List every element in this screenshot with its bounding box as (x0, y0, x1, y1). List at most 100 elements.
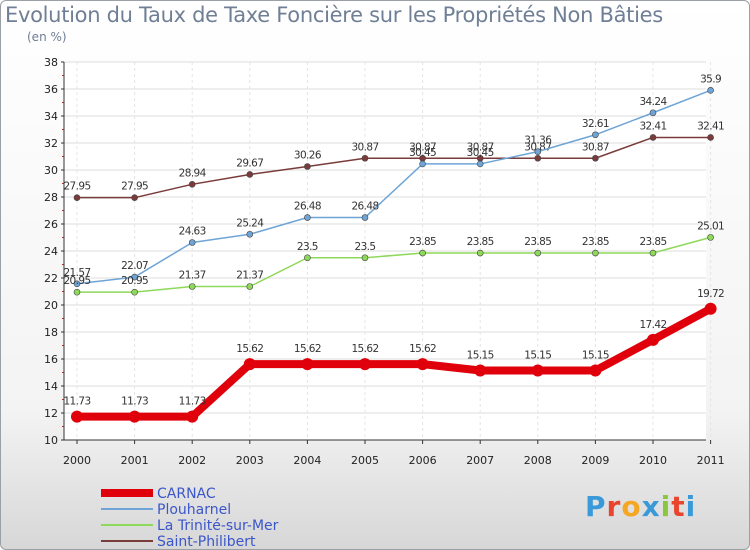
data-label: 20.95 (121, 275, 148, 287)
data-label: 21.57 (63, 267, 90, 279)
data-label: 26.48 (351, 201, 378, 213)
data-point (131, 194, 138, 201)
data-point (649, 134, 657, 141)
x-tick-label: 2002 (178, 454, 206, 467)
y-tick-label: 34 (44, 110, 58, 123)
x-tick-label: 2005 (351, 454, 379, 467)
y-tick-label: 24 (44, 245, 58, 258)
data-label: 21.37 (179, 270, 206, 282)
data-point (73, 280, 81, 288)
x-tick-label: 2009 (581, 454, 609, 467)
data-point (361, 214, 369, 221)
series-line-saint-philibert (76, 136, 712, 199)
data-point (592, 249, 599, 257)
data-point (707, 87, 714, 94)
logo-letter: x (641, 490, 661, 523)
legend-entry-label: La Trinité-sur-Mer (157, 518, 279, 534)
data-point (419, 160, 426, 168)
legend-entry-label: CARNAC (157, 486, 216, 502)
data-point (707, 234, 714, 241)
x-tick-label: 2007 (466, 454, 494, 467)
data-point (186, 410, 199, 423)
data-point (301, 358, 314, 371)
data-label: 31.36 (524, 135, 552, 147)
logo-letter: i (660, 490, 672, 523)
data-label: 23.85 (582, 236, 609, 248)
legend-entry-label: Plouharnel (157, 502, 231, 518)
y-tick-label: 10 (44, 434, 58, 447)
data-point (707, 134, 714, 141)
x-tick-label: 2003 (236, 454, 264, 467)
logo-letter: r (606, 490, 622, 523)
y-tick-label: 32 (44, 137, 58, 150)
data-point (531, 364, 544, 377)
data-label: 22.07 (121, 260, 148, 272)
data-point (188, 181, 196, 188)
data-point (188, 283, 196, 290)
x-tick-label: 2000 (63, 454, 91, 467)
data-point (243, 358, 256, 371)
chart-title: Evolution du Taux de Taxe Foncière sur l… (5, 3, 663, 27)
data-label: 27.95 (121, 181, 148, 193)
data-label: 32.41 (697, 120, 724, 132)
x-tick-label: 2004 (293, 454, 321, 467)
data-label: 17.42 (639, 319, 666, 331)
data-label: 19.72 (697, 288, 724, 300)
data-label: 11.73 (121, 396, 148, 408)
y-axis-unit: (en %) (27, 30, 67, 44)
legend-entry-label: Saint-Philibert (157, 534, 256, 549)
y-tick-label: 20 (44, 299, 58, 312)
data-label: 35.9 (700, 73, 721, 85)
y-tick-label: 14 (44, 380, 58, 393)
data-label: 20.95 (63, 275, 90, 287)
data-label: 23.85 (639, 236, 666, 248)
data-point (246, 171, 254, 178)
x-tick-label: 2010 (639, 454, 667, 467)
data-label: 23.5 (355, 241, 376, 253)
data-label: 15.62 (409, 343, 436, 355)
data-point (246, 283, 254, 290)
data-point (73, 194, 81, 201)
data-point (131, 273, 138, 281)
data-point (304, 214, 311, 221)
x-tick-label: 2001 (121, 454, 149, 467)
data-label: 32.41 (639, 120, 666, 132)
data-label: 25.01 (697, 220, 724, 232)
y-tick-label: 12 (44, 407, 58, 420)
series-line-carnac (73, 304, 715, 421)
data-label: 15.15 (467, 349, 494, 361)
x-tick-label: 2006 (409, 454, 437, 467)
data-point (128, 410, 141, 423)
data-label: 32.61 (582, 118, 609, 130)
data-label: 30.87 (409, 141, 436, 153)
data-label: 34.24 (639, 96, 667, 108)
data-label: 15.62 (351, 343, 378, 355)
data-label: 11.73 (179, 396, 206, 408)
data-point (647, 333, 659, 346)
data-point (246, 230, 254, 238)
data-point (649, 249, 657, 257)
y-tick-label: 18 (44, 326, 58, 339)
data-point (589, 364, 602, 377)
data-label: 30.87 (351, 141, 378, 153)
data-point (476, 160, 484, 168)
data-label: 23.85 (409, 236, 436, 248)
data-label: 30.87 (582, 141, 609, 153)
data-point (592, 154, 599, 162)
data-label: 23.85 (467, 236, 494, 248)
data-point (419, 249, 426, 257)
data-label: 15.62 (236, 343, 263, 355)
data-label: 30.26 (294, 149, 322, 161)
data-point (534, 249, 542, 257)
data-point (474, 364, 487, 377)
data-point (361, 254, 369, 262)
data-label: 30.45 (467, 147, 494, 159)
data-label: 23.5 (297, 241, 318, 253)
data-point (73, 288, 81, 296)
data-point (592, 131, 599, 139)
data-label: 15.15 (582, 349, 609, 361)
series-line-plouharnel (76, 89, 712, 285)
data-point (71, 410, 83, 423)
x-tick-label: 2008 (524, 454, 552, 467)
